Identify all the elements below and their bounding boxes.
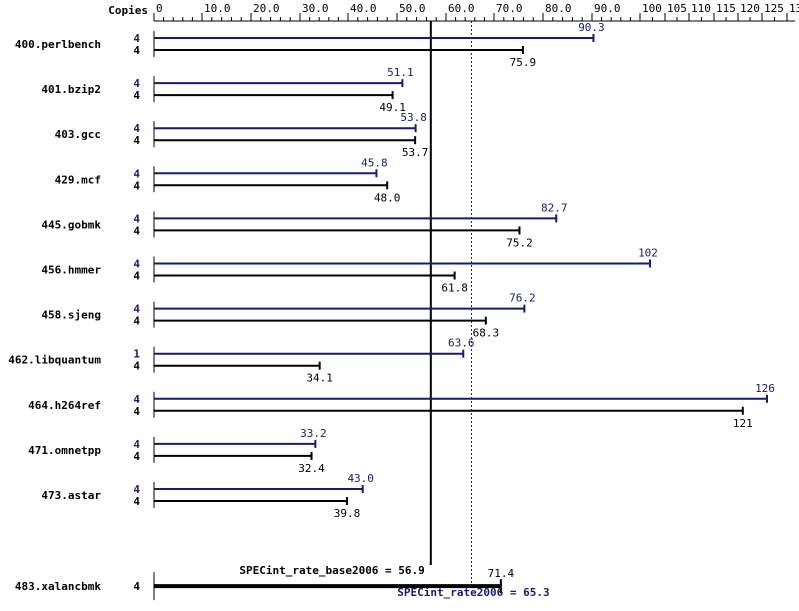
x-tick-label: 100 bbox=[642, 2, 662, 15]
benchmark-label: 400.perlbench bbox=[15, 38, 101, 51]
x-tick-label: 10.0 bbox=[204, 2, 231, 15]
benchmark-label: 429.mcf bbox=[55, 173, 101, 186]
peak-copies-value: 4 bbox=[133, 122, 140, 135]
peak-reference-label: SPECint_rate2006 = 65.3 bbox=[397, 586, 549, 599]
x-tick-label: 115 bbox=[716, 2, 736, 15]
base-value-label: 32.4 bbox=[298, 462, 325, 475]
x-tick-label: 40.0 bbox=[350, 2, 377, 15]
x-tick-label: 0 bbox=[156, 2, 163, 15]
x-tick-label: 50.0 bbox=[399, 2, 426, 15]
x-tick-label: 60.0 bbox=[448, 2, 475, 15]
x-tick-label: 20.0 bbox=[253, 2, 280, 15]
peak-value-label: 33.2 bbox=[300, 427, 327, 440]
base-reference-label: SPECint_rate_base2006 = 56.9 bbox=[239, 564, 424, 577]
benchmark-label: 403.gcc bbox=[55, 128, 101, 141]
peak-value-label: 90.3 bbox=[578, 21, 605, 34]
x-tick-label: 130 bbox=[789, 2, 799, 15]
peak-copies-value: 4 bbox=[133, 393, 140, 406]
base-copies-value: 4 bbox=[133, 450, 140, 463]
base-copies-value: 4 bbox=[133, 179, 140, 192]
base-copies-value: 4 bbox=[133, 89, 140, 102]
copies-value: 4 bbox=[133, 580, 140, 593]
base-copies-value: 4 bbox=[133, 224, 140, 237]
base-copies-value: 4 bbox=[133, 270, 140, 283]
base-value-label: 121 bbox=[733, 417, 753, 430]
x-tick-label: 90.0 bbox=[594, 2, 621, 15]
peak-copies-value: 4 bbox=[133, 303, 140, 316]
benchmark-label: 456.hmmer bbox=[41, 264, 101, 277]
peak-copies-value: 4 bbox=[133, 438, 140, 451]
peak-copies-value: 4 bbox=[133, 483, 140, 496]
peak-copies-value: 4 bbox=[133, 32, 140, 45]
peak-value-label: 43.0 bbox=[347, 472, 374, 485]
peak-value-label: 82.7 bbox=[541, 201, 568, 214]
benchmark-label: 464.h264ref bbox=[28, 399, 101, 412]
combined-value-label: 71.4 bbox=[488, 567, 515, 580]
peak-value-label: 53.8 bbox=[400, 111, 427, 124]
base-copies-value: 4 bbox=[133, 360, 140, 373]
peak-value-label: 51.1 bbox=[387, 66, 414, 79]
copies-header: Copies bbox=[108, 4, 148, 17]
base-value-label: 61.8 bbox=[441, 282, 468, 295]
base-copies-value: 4 bbox=[133, 44, 140, 57]
peak-value-label: 102 bbox=[638, 247, 658, 260]
benchmark-label: 471.omnetpp bbox=[28, 444, 101, 457]
base-value-label: 75.2 bbox=[506, 236, 533, 249]
peak-value-label: 126 bbox=[755, 382, 775, 395]
base-value-label: 75.9 bbox=[510, 56, 537, 69]
base-copies-value: 4 bbox=[133, 134, 140, 147]
base-value-label: 48.0 bbox=[374, 191, 401, 204]
base-value-label: 49.1 bbox=[379, 101, 406, 114]
x-tick-label: 105 bbox=[667, 2, 687, 15]
base-copies-value: 4 bbox=[133, 315, 140, 328]
benchmark-label: 462.libquantum bbox=[8, 354, 101, 367]
benchmark-label: 401.bzip2 bbox=[41, 83, 101, 96]
peak-copies-value: 4 bbox=[133, 258, 140, 271]
base-copies-value: 4 bbox=[133, 405, 140, 418]
benchmark-label: 458.sjeng bbox=[41, 309, 101, 322]
peak-copies-value: 1 bbox=[133, 348, 140, 361]
base-value-label: 39.8 bbox=[334, 507, 361, 520]
base-value-label: 68.3 bbox=[473, 327, 500, 340]
peak-copies-value: 4 bbox=[133, 167, 140, 180]
x-tick-label: 30.0 bbox=[302, 2, 329, 15]
benchmark-label: 483.xalancbmk bbox=[15, 580, 101, 593]
benchmark-label: 445.gobmk bbox=[41, 218, 101, 231]
benchmark-label: 473.astar bbox=[41, 489, 101, 502]
base-value-label: 53.7 bbox=[402, 146, 429, 159]
x-tick-label: 80.0 bbox=[545, 2, 572, 15]
peak-value-label: 45.8 bbox=[361, 156, 388, 169]
x-tick-label: 120 bbox=[740, 2, 760, 15]
base-copies-value: 4 bbox=[133, 495, 140, 508]
peak-copies-value: 4 bbox=[133, 77, 140, 90]
x-tick-label: 70.0 bbox=[496, 2, 523, 15]
peak-copies-value: 4 bbox=[133, 212, 140, 225]
base-value-label: 34.1 bbox=[306, 372, 333, 385]
x-tick-label: 125 bbox=[764, 2, 784, 15]
peak-value-label: 63.6 bbox=[448, 337, 475, 350]
x-tick-label: 110 bbox=[691, 2, 711, 15]
peak-value-label: 76.2 bbox=[509, 292, 536, 305]
